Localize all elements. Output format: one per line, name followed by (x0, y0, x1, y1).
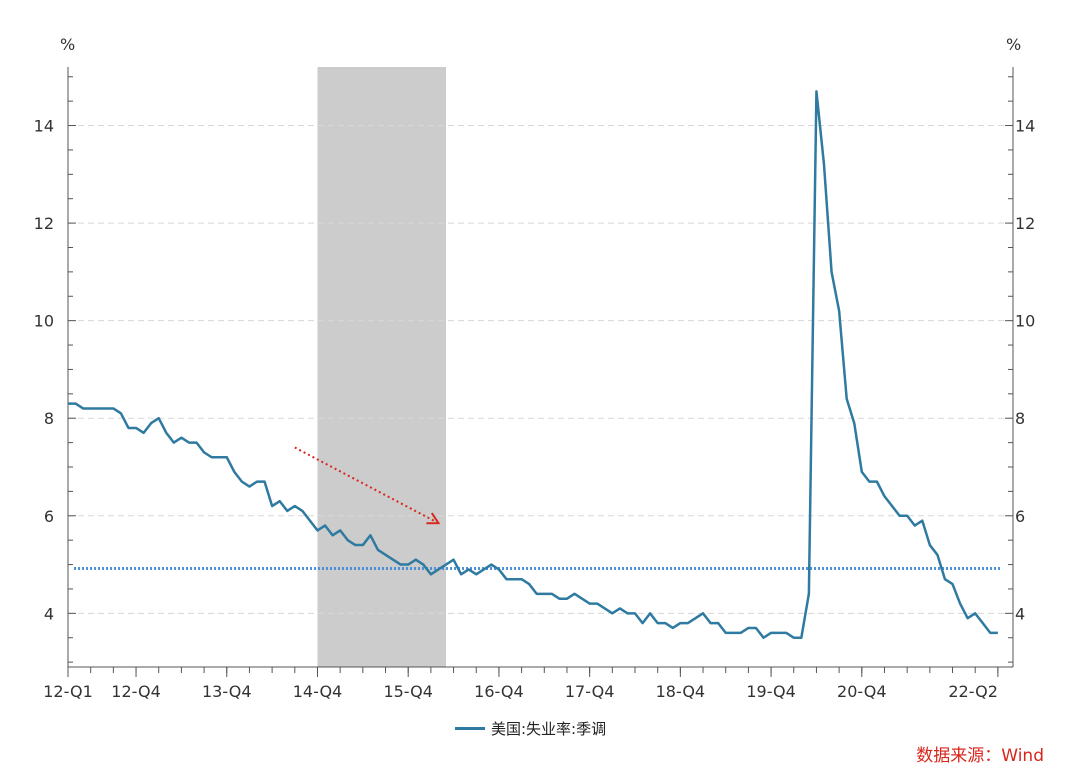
left-axis-unit: % (60, 35, 75, 54)
y-tick-label-right: 10 (1015, 312, 1035, 331)
x-tick-label: 12-Q1 (43, 682, 93, 701)
x-tick-label: 20-Q4 (837, 682, 887, 701)
y-tick-label-right: 6 (1015, 507, 1025, 526)
x-tick-label: 17-Q4 (565, 682, 615, 701)
legend: 美国:失业率:季调 (455, 718, 606, 739)
legend-swatch (455, 727, 485, 730)
y-tick-label-left: 6 (44, 507, 54, 526)
x-tick-label: 12-Q4 (111, 682, 161, 701)
series-line-unemployment (68, 90, 998, 639)
y-tick-label-left: 8 (44, 409, 54, 428)
x-tick-label: 16-Q4 (474, 682, 524, 701)
trend-arrow-head (426, 512, 441, 525)
y-tick-label-left: 14 (34, 117, 54, 136)
y-tick-label-left: 4 (44, 604, 54, 623)
x-tick-label: 13-Q4 (202, 682, 252, 701)
y-tick-label-right: 12 (1015, 214, 1035, 233)
shaded-period (317, 67, 446, 667)
y-tick-label-right: 4 (1015, 604, 1025, 623)
x-tick-label: 19-Q4 (746, 682, 796, 701)
legend-label: 美国:失业率:季调 (491, 720, 607, 738)
right-axis-unit: % (1006, 35, 1021, 54)
y-tick-label-left: 12 (34, 214, 54, 233)
x-tick-label: 22-Q2 (948, 682, 998, 701)
y-tick-label-right: 8 (1015, 409, 1025, 428)
y-tick-label-left: 10 (34, 312, 54, 331)
x-tick-label: 14-Q4 (293, 682, 343, 701)
trend-arrow-line (294, 446, 439, 524)
x-tick-label: 18-Q4 (656, 682, 706, 701)
x-tick-label: 15-Q4 (383, 682, 433, 701)
source-note: 数据来源：Wind (916, 746, 1044, 766)
y-tick-label-right: 14 (1015, 117, 1035, 136)
